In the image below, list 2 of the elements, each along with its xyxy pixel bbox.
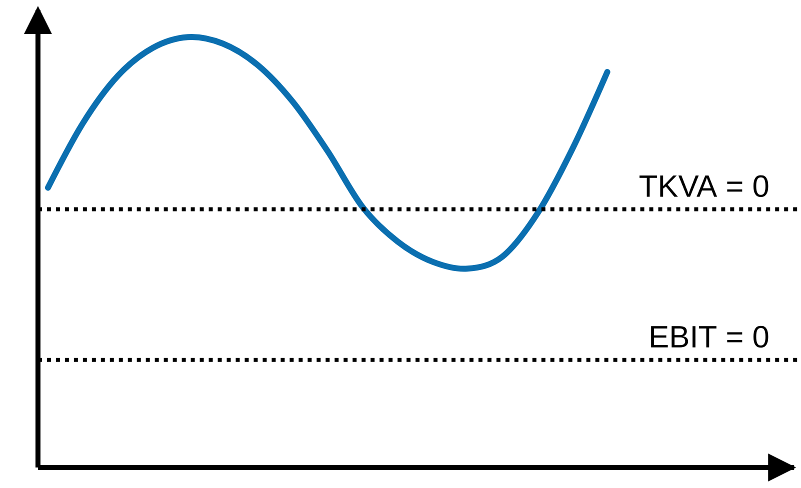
text: EBIT = 0 <box>651 326 768 348</box>
text: TKVA = 0 <box>640 175 768 197</box>
